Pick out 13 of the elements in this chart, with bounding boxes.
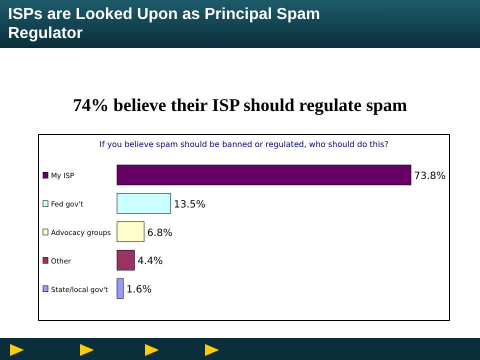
data-label: 4.4% [138,256,163,268]
bar [116,222,144,242]
chart-title: ISPs are Looked Upon as Principal Spam Regulator [8,5,322,43]
data-label: 6.8% [147,228,172,239]
bar [116,193,172,214]
text: If you believe spam should be banned or regulated, who should do this? [98,140,390,149]
bar [116,164,412,186]
data-label: 73.8% [414,170,446,182]
data-label: 1.6% [126,284,152,296]
chart-subtitle: 74% believe their ISP should regulate spam [72,95,408,116]
bar [116,250,135,270]
data-label: 13.5% [174,199,206,210]
bar [116,278,124,299]
